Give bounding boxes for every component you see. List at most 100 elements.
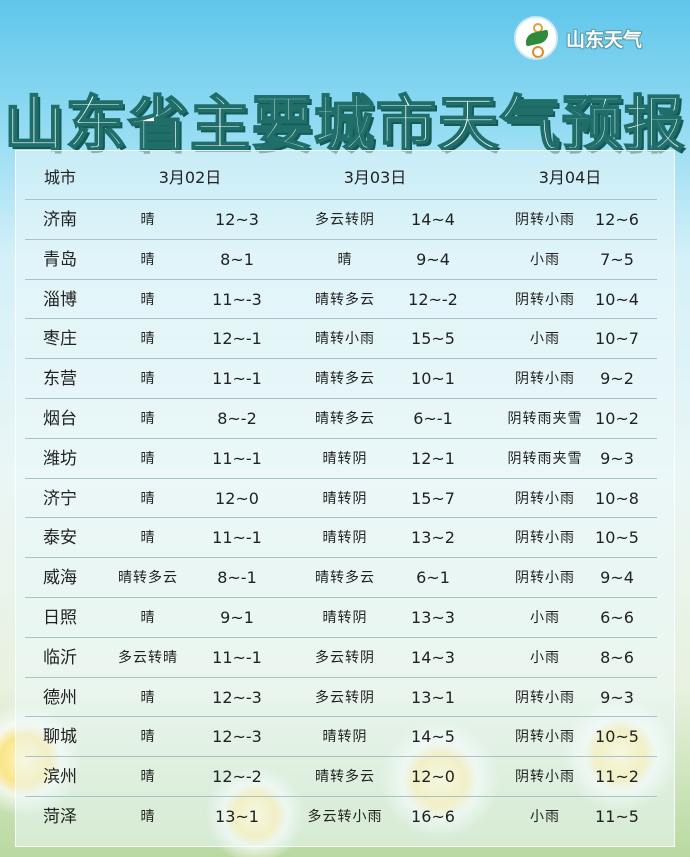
weather-day2: 多云转阴 [315,689,375,706]
header-city: 城市 [43,168,76,187]
weather-day3: 阴转小雨 [515,570,575,587]
weather-day2: 多云转阴 [315,212,375,228]
weather-day2: 晴转阴 [322,729,368,746]
temp-day2: 12~0 [411,767,455,787]
weather-day1: 晴 [140,291,156,308]
temp-day2: 6~-1 [413,409,453,428]
weather-day1: 晴 [140,411,156,427]
weather-day2: 晴转阴 [322,610,368,626]
weather-day1: 晴 [140,689,156,706]
temp-day3: 9~2 [600,369,634,389]
weather-day3: 阴转雨夹雪 [507,450,583,467]
temp-day3: 9~3 [600,687,634,707]
temp-day1: 13~1 [215,807,259,826]
temp-day3: 10~4 [595,289,639,309]
temp-day1: 11~-1 [212,528,262,548]
header-date-2: 3月03日 [343,168,407,187]
city: 菏泽 [43,807,77,827]
weather-day3: 小雨 [530,251,560,268]
weather-day2: 晴转小雨 [315,331,375,348]
brand-name: 山东天气 [566,28,643,51]
table-row: 菏泽 晴 13~1 多云转小雨 16~6 小雨 11~5 [25,796,657,836]
temp-day2: 6~1 [416,568,450,588]
temp-day1: 12~0 [215,488,259,508]
temp-day1: 12~-1 [212,329,262,349]
weather-day1: 晴 [140,450,156,467]
city: 东营 [43,369,77,390]
temp-day3: 10~7 [595,329,639,349]
weather-day3: 阴转小雨 [515,371,575,388]
weather-day3: 小雨 [530,610,560,626]
temp-day3: 12~6 [595,210,639,229]
table-row: 潍坊 晴 11~-1 晴转阴 12~1 阴转雨夹雪 9~3 [25,437,657,478]
temp-day2: 10~1 [411,369,455,389]
temp-day2: 14~5 [411,727,455,747]
table-row: 济宁 晴 12~0 晴转阴 15~7 阴转小雨 10~8 [25,477,657,518]
table-row: 青岛 晴 8~1 晴 9~4 小雨 7~5 [25,238,657,279]
weather-day2: 多云转小雨 [307,809,383,825]
temp-day3: 7~5 [600,249,634,269]
table-row: 东营 晴 11~-1 晴转多云 10~1 阴转小雨 9~2 [25,358,657,398]
city: 淄博 [43,289,77,310]
table-row: 泰安 晴 11~-1 晴转阴 13~2 阴转小雨 10~5 [25,517,657,557]
city: 滨州 [43,767,77,788]
weather-day2: 多云转阴 [315,649,375,666]
city: 泰安 [43,528,77,549]
logo-emblem-icon [514,16,558,60]
table-row: 日照 晴 9~1 晴转阴 13~3 小雨 6~6 [25,597,657,637]
temp-day1: 11~-1 [212,369,262,389]
temp-day1: 11~-3 [212,289,262,309]
page-title: 山东省主要城市天气预报 [3,89,686,161]
weather-day3: 阴转小雨 [515,729,575,746]
weather-day2: 晴转多云 [315,291,375,308]
weather-day2: 晴转阴 [322,450,368,467]
city: 烟台 [43,409,77,429]
table-row: 滨州 晴 12~-2 晴转多云 12~0 阴转小雨 11~2 [25,756,657,796]
temp-day1: 8~-2 [217,409,257,428]
temp-day2: 12~-2 [408,289,458,309]
temp-day3: 10~2 [595,409,639,428]
weather-day2: 晴转阴 [322,490,368,507]
weather-day3: 阴转小雨 [515,490,575,507]
temp-day1: 12~3 [215,210,259,229]
temp-day1: 12~-2 [212,767,262,787]
temp-day1: 12~-3 [212,687,262,707]
temp-day2: 13~1 [411,687,455,707]
temp-day3: 11~5 [595,807,639,826]
temp-day3: 11~2 [595,767,639,787]
weather-day1: 晴转多云 [118,570,178,587]
temp-day3: 10~8 [595,488,639,508]
table-row: 枣庄 晴 12~-1 晴转小雨 15~5 小雨 10~7 [25,318,657,358]
table-row: 聊城 晴 12~-3 晴转阴 14~5 阴转小雨 10~5 [25,716,657,756]
temp-day3: 10~5 [595,528,639,548]
header-date-3: 3月04日 [538,168,602,187]
weather-day3: 阴转小雨 [515,530,575,547]
city: 聊城 [43,727,77,748]
table-row: 淄博 晴 11~-3 晴转多云 12~-2 阴转小雨 10~4 [25,278,657,319]
weather-day3: 阴转小雨 [515,212,575,228]
weather-day1: 晴 [140,769,156,786]
city: 枣庄 [43,329,77,350]
weather-day3: 小雨 [530,331,560,348]
city: 德州 [43,687,77,708]
temp-day3: 10~5 [595,727,639,747]
weather-day1: 晴 [140,809,156,825]
brand-logo: 山东天气 [514,16,642,60]
temp-day1: 8~-1 [217,568,257,588]
temp-day1: 12~-3 [212,727,262,747]
weather-day1: 晴 [140,530,156,547]
weather-day1: 晴 [140,331,156,348]
table-row: 临沂 多云转晴 11~-1 多云转阴 14~3 小雨 8~6 [25,636,657,677]
weather-day1: 晴 [140,212,156,228]
weather-day3: 阴转雨夹雪 [507,411,583,427]
temp-day2: 13~3 [411,608,455,627]
temp-day3: 9~3 [600,448,634,468]
weather-day2: 晴转多云 [315,769,375,786]
temp-day3: 6~6 [600,608,634,627]
forecast-table [15,150,675,847]
temp-day3: 8~6 [600,647,634,667]
temp-day2: 14~3 [411,647,455,667]
city: 日照 [43,608,77,628]
temp-day2: 14~4 [411,210,455,229]
weather-day1: 晴 [140,490,156,507]
